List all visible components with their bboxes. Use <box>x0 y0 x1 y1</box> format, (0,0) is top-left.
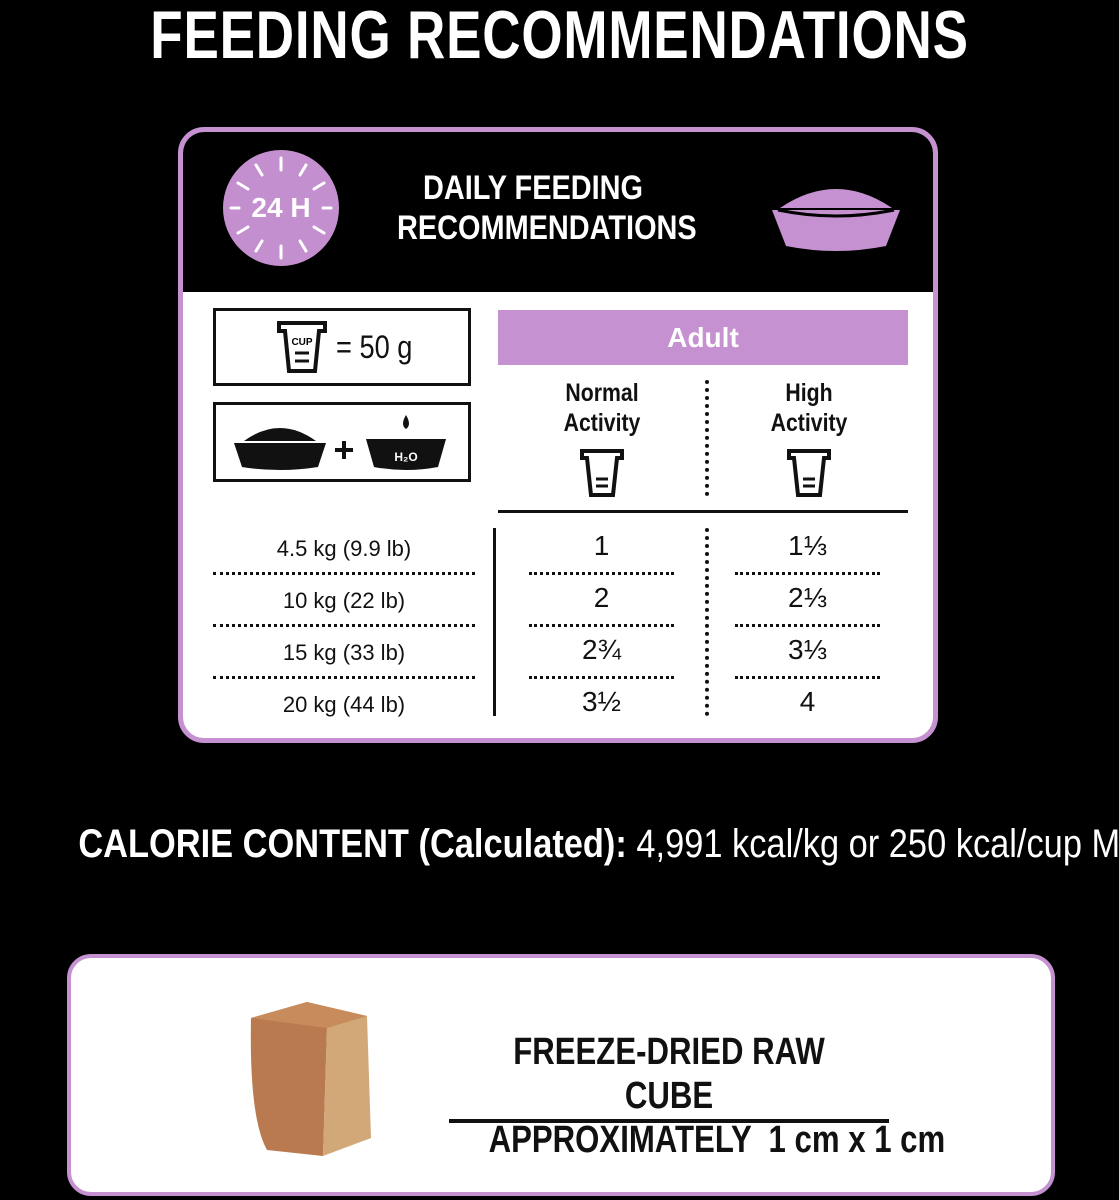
freeze-dried-cube-image <box>250 1002 371 1156</box>
food-bowl-icon <box>772 189 900 251</box>
header-divider <box>498 510 908 513</box>
high-cell: 3⅓ <box>788 634 827 665</box>
high-cell: 2⅓ <box>788 582 827 613</box>
row-divider <box>529 624 674 627</box>
normal-cell: 2¾ <box>582 634 621 665</box>
card-heading-line1: DAILY FEEDING <box>422 169 644 207</box>
high-activity-header: High Activity <box>741 378 877 438</box>
measuring-cup-icon <box>787 449 831 497</box>
water-label: H₂O <box>394 450 417 464</box>
high-cell: 4 <box>799 686 816 717</box>
cube-underline <box>449 1119 889 1123</box>
cube-description: FREEZE-DRIED RAW CUBE APPROXIMATELY 1 cm… <box>488 1030 946 1162</box>
page-title: FEEDING RECOMMENDATIONS <box>150 0 969 73</box>
cube-line2: APPROXIMATELY 1 cm x 1 cm <box>488 1119 946 1161</box>
calorie-content: CALORIE CONTENT (Calculated): 4,991 kcal… <box>78 822 1119 867</box>
measuring-cup-icon <box>580 449 624 497</box>
high-activity-line2: Activity <box>770 409 848 437</box>
row-divider <box>529 572 674 575</box>
food-plus-water-box: H₂O <box>213 402 471 482</box>
column-divider <box>705 380 709 496</box>
weight-cell: 20 kg (44 lb) <box>282 692 406 717</box>
normal-activity-line2: Activity <box>563 409 641 437</box>
column-divider <box>705 528 709 716</box>
weight-divider <box>493 528 496 716</box>
row-divider <box>213 572 475 575</box>
clock-24h-icon: 24 H <box>223 150 339 266</box>
table-row: 15 kg (33 lb) 2¾ 3⅓ <box>183 628 933 680</box>
cube-card: FREEZE-DRIED RAW CUBE APPROXIMATELY 1 cm… <box>67 954 1055 1196</box>
cube-line1: FREEZE-DRIED RAW CUBE <box>513 1031 825 1117</box>
high-cell: 1⅓ <box>788 530 827 561</box>
normal-cell: 1 <box>593 530 610 561</box>
row-divider <box>735 624 880 627</box>
weight-cell: 10 kg (22 lb) <box>282 588 406 613</box>
feeding-card: 24 H DAILY FEEDING RECOMMENDATIONS CUP =… <box>178 127 938 743</box>
calorie-label: CALORIE CONTENT (Calculated): <box>78 822 627 866</box>
table-row: 20 kg (44 lb) 3½ 4 <box>183 680 933 732</box>
row-divider <box>529 676 674 679</box>
row-divider <box>213 624 475 627</box>
high-activity-line1: High <box>785 379 833 407</box>
normal-cell: 2 <box>593 582 610 613</box>
normal-activity-header: Normal Activity <box>534 378 670 438</box>
clock-ticks-icon <box>229 156 333 260</box>
food-plus-water-icon: H₂O <box>234 415 446 470</box>
cup-equivalence-box: CUP = 50 g <box>213 308 471 386</box>
table-row: 4.5 kg (9.9 lb) 1 1⅓ <box>183 524 933 576</box>
card-heading: DAILY FEEDING RECOMMENDATIONS <box>397 168 697 248</box>
row-divider <box>735 572 880 575</box>
cup-icon-label: CUP <box>291 337 312 348</box>
adult-header: Adult <box>498 310 908 365</box>
card-header: 24 H DAILY FEEDING RECOMMENDATIONS <box>183 132 933 292</box>
measuring-cup-icon: CUP <box>277 321 327 373</box>
normal-cell: 3½ <box>582 686 621 717</box>
cup-weight: = 50 g <box>336 329 413 365</box>
row-divider <box>213 676 475 679</box>
card-heading-line2: RECOMMENDATIONS <box>397 209 697 247</box>
weight-cell: 4.5 kg (9.9 lb) <box>276 536 412 561</box>
row-divider <box>735 676 880 679</box>
calorie-value: 4,991 kcal/kg or 250 kcal/cup ME <box>626 822 1119 866</box>
table-row: 10 kg (22 lb) 2 2⅓ <box>183 576 933 628</box>
weight-cell: 15 kg (33 lb) <box>282 640 406 665</box>
normal-activity-line1: Normal <box>565 379 639 407</box>
clock-label: 24 H <box>251 192 311 223</box>
